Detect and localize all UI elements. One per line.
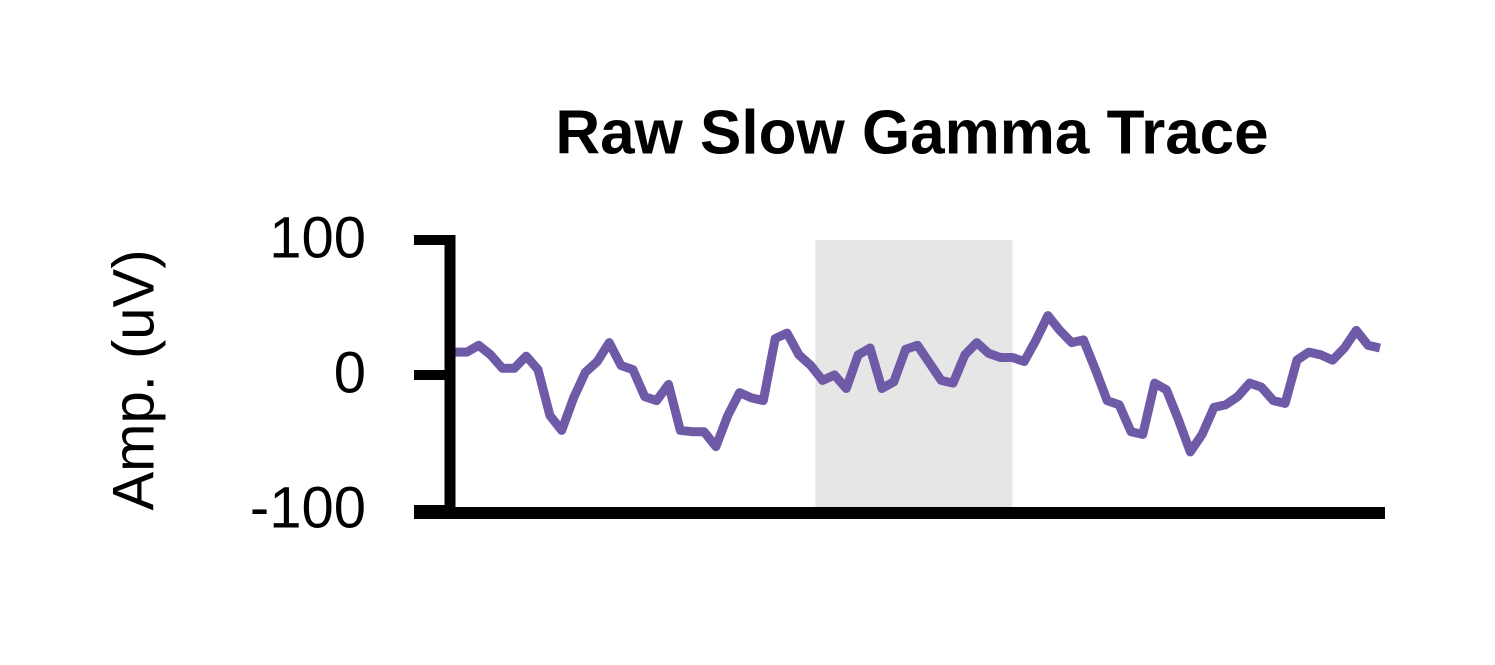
- y-tick-label: -100: [250, 475, 366, 540]
- y-tick-label: 0: [334, 340, 366, 405]
- highlight-region: [815, 240, 1013, 510]
- chart-title: Raw Slow Gamma Trace: [555, 98, 1268, 167]
- y-axis-label: Amp. (uV): [101, 249, 166, 510]
- y-tick-label: 100: [269, 205, 366, 270]
- trace-line: [455, 311, 1381, 457]
